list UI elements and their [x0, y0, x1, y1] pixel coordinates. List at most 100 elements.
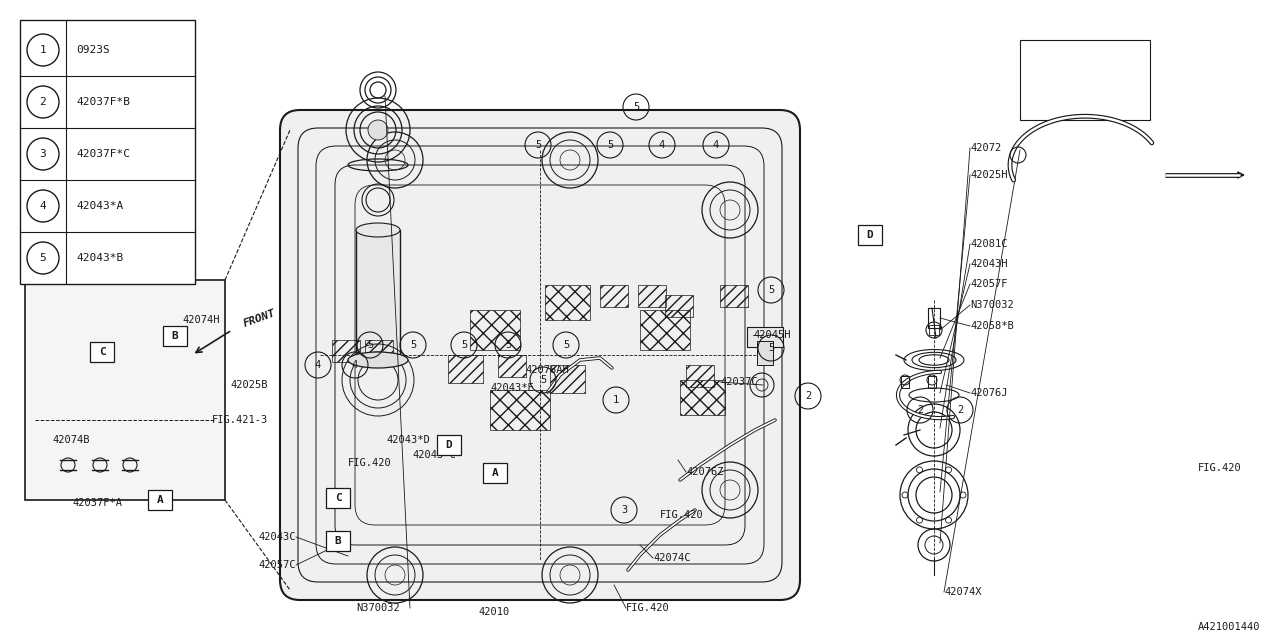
Bar: [637, 285, 666, 307]
Bar: [470, 310, 520, 350]
Text: 1: 1: [40, 45, 46, 55]
Bar: [600, 285, 628, 307]
FancyBboxPatch shape: [483, 463, 507, 483]
Text: FIG.420: FIG.420: [348, 458, 392, 468]
Text: 42037F*B: 42037F*B: [76, 97, 131, 107]
Text: 42043H: 42043H: [970, 259, 1007, 269]
Text: 5: 5: [632, 102, 639, 112]
Text: 4: 4: [713, 140, 719, 150]
FancyBboxPatch shape: [90, 342, 114, 362]
Circle shape: [369, 120, 388, 140]
Text: 5: 5: [768, 343, 774, 353]
Text: C: C: [99, 347, 105, 357]
Text: B: B: [172, 331, 178, 341]
Text: B: B: [334, 536, 342, 546]
Text: 42057C: 42057C: [259, 560, 296, 570]
FancyBboxPatch shape: [858, 225, 882, 245]
Text: 5: 5: [367, 340, 374, 350]
Text: 42025B: 42025B: [230, 380, 268, 390]
Text: 42057F: 42057F: [970, 279, 1007, 289]
Text: 42074B: 42074B: [52, 435, 90, 445]
Text: 42045H: 42045H: [753, 330, 791, 340]
Bar: [928, 376, 936, 388]
Text: 42043C: 42043C: [259, 532, 296, 542]
Bar: [356, 230, 399, 360]
Text: 42074X: 42074X: [945, 587, 982, 597]
Text: A: A: [492, 468, 498, 478]
Text: A421001440: A421001440: [1198, 622, 1260, 632]
Bar: [1020, 40, 1149, 120]
Bar: [498, 355, 526, 377]
Text: 42043*B: 42043*B: [76, 253, 123, 263]
Text: FIG.420: FIG.420: [626, 603, 669, 613]
Bar: [332, 340, 360, 362]
Text: 42081C: 42081C: [970, 239, 1007, 249]
Text: 42076J: 42076J: [970, 388, 1007, 398]
Text: 42037C: 42037C: [719, 377, 758, 387]
Text: FIG.420: FIG.420: [660, 510, 704, 520]
Text: 5: 5: [607, 140, 613, 150]
Text: FIG.420: FIG.420: [1198, 463, 1242, 473]
Bar: [901, 376, 909, 388]
FancyBboxPatch shape: [326, 488, 349, 508]
Text: A: A: [156, 495, 164, 505]
Text: 42043*E: 42043*E: [490, 383, 534, 393]
Bar: [20, 20, 195, 284]
Text: 42025H: 42025H: [970, 170, 1007, 180]
Text: 5: 5: [563, 340, 570, 350]
Text: N370032: N370032: [970, 300, 1014, 310]
Text: 42058*B: 42058*B: [970, 321, 1014, 331]
Text: 42010: 42010: [479, 607, 509, 617]
Text: 42043*C: 42043*C: [412, 450, 456, 460]
Text: 3: 3: [621, 505, 627, 515]
Bar: [929, 325, 940, 335]
Text: 2: 2: [916, 405, 923, 415]
Text: 42074H: 42074H: [183, 315, 220, 325]
Text: C: C: [334, 493, 342, 503]
Bar: [490, 390, 550, 430]
Bar: [686, 365, 714, 387]
Text: 0923S: 0923S: [76, 45, 110, 55]
FancyBboxPatch shape: [436, 435, 461, 455]
Text: 2: 2: [957, 405, 963, 415]
Text: 4: 4: [352, 360, 358, 370]
Text: 42076Z: 42076Z: [686, 467, 723, 477]
Text: FIG.421-3: FIG.421-3: [211, 415, 268, 425]
Text: 42076AH: 42076AH: [525, 365, 568, 375]
Bar: [448, 355, 483, 383]
Text: 5: 5: [540, 375, 547, 385]
Bar: [545, 285, 590, 320]
Text: 5: 5: [410, 340, 416, 350]
Text: 2: 2: [40, 97, 46, 107]
Text: 5: 5: [461, 340, 467, 350]
Bar: [756, 341, 773, 365]
FancyBboxPatch shape: [148, 490, 172, 510]
Text: 42043*D: 42043*D: [387, 435, 430, 445]
Bar: [748, 327, 783, 347]
Text: 42072: 42072: [970, 143, 1001, 153]
Text: 1: 1: [613, 395, 620, 405]
Text: 42037F*C: 42037F*C: [76, 149, 131, 159]
Text: 3: 3: [40, 149, 46, 159]
Text: D: D: [867, 230, 873, 240]
Bar: [666, 295, 692, 317]
Text: 42074C: 42074C: [653, 553, 690, 563]
Text: 42037F*A: 42037F*A: [72, 498, 122, 508]
Ellipse shape: [348, 352, 408, 368]
FancyBboxPatch shape: [326, 531, 349, 551]
Text: 5: 5: [40, 253, 46, 263]
Text: 5: 5: [504, 340, 511, 350]
Text: 4: 4: [40, 201, 46, 211]
Text: 5: 5: [535, 140, 541, 150]
Text: 4: 4: [315, 360, 321, 370]
Text: 42043*A: 42043*A: [76, 201, 123, 211]
Bar: [719, 285, 748, 307]
Ellipse shape: [356, 223, 399, 237]
Bar: [365, 340, 393, 362]
Polygon shape: [26, 280, 225, 500]
Text: D: D: [445, 440, 452, 450]
Text: FRONT: FRONT: [242, 308, 278, 328]
Bar: [550, 365, 585, 393]
Text: 5: 5: [768, 285, 774, 295]
FancyBboxPatch shape: [280, 110, 800, 600]
